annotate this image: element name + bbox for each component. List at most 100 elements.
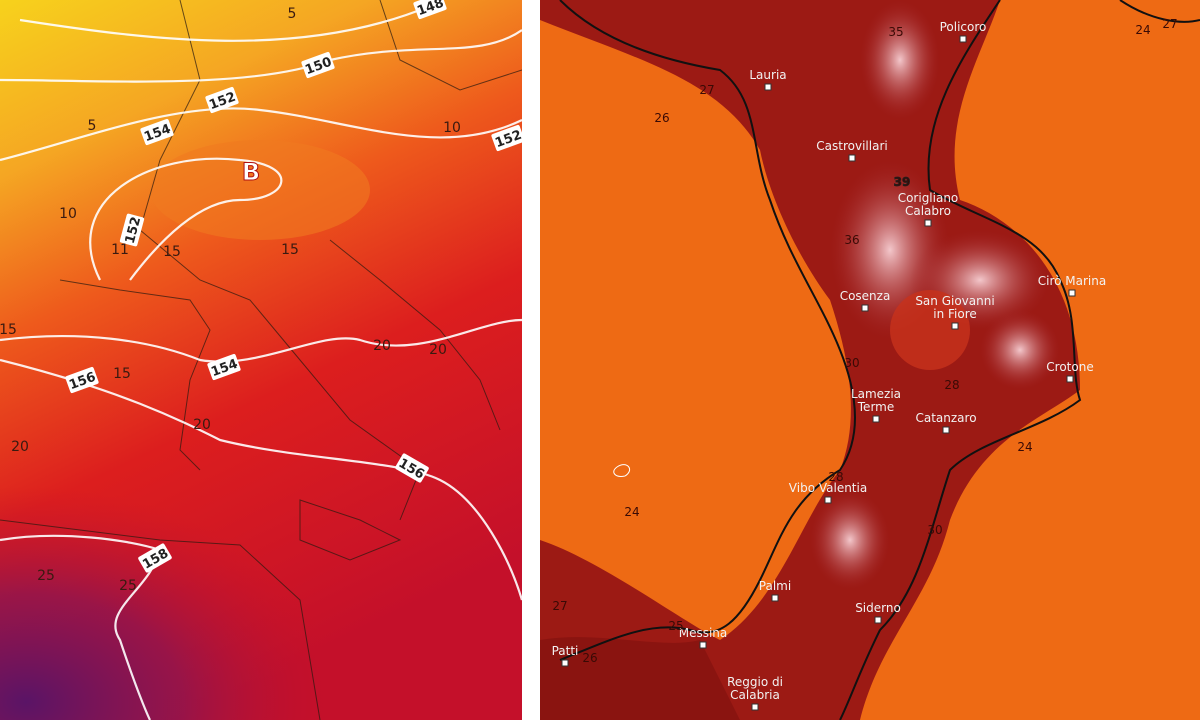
isotherm-label: 10: [443, 120, 461, 136]
city-marker: [699, 641, 707, 649]
city-label: Messina: [679, 626, 728, 640]
isotherm-label: 15: [163, 244, 181, 260]
city-label: Lauria: [749, 68, 786, 82]
isobar-label-box: [395, 453, 429, 483]
city-label-line: Policoro: [940, 20, 987, 34]
temperature-label: 30: [844, 356, 859, 370]
isobar-label-box: [65, 366, 99, 394]
temperature-label: 27: [552, 599, 567, 613]
city-marker: [848, 154, 856, 162]
city-label-line: Terme: [857, 400, 894, 414]
city-label: Palmi: [759, 579, 791, 593]
isotherm-label: 15: [281, 242, 299, 258]
city-label-line: Palmi: [759, 579, 791, 593]
city-label: Siderno: [855, 601, 901, 615]
city-label-line: Calabro: [905, 204, 951, 218]
isobar-label-box: [413, 0, 447, 20]
isotherm-label: 15: [0, 322, 17, 338]
city-label: Vibo Valentia: [789, 481, 867, 495]
isobar-label-box: [491, 124, 522, 152]
city-label-line: Lamezia: [851, 387, 901, 401]
city-label: Crotone: [1046, 360, 1093, 374]
city-marker: [872, 415, 880, 423]
city-label-line: Castrovillari: [816, 139, 887, 153]
city-label-line: Vibo Valentia: [789, 481, 867, 495]
isotherm-label: 11: [111, 242, 129, 258]
temperature-label: 28: [828, 470, 843, 484]
city-label: San Giovanni in Fiore: [915, 294, 994, 321]
isobar-label-box: [140, 118, 174, 146]
temperature-label: 35: [888, 25, 903, 39]
city-label-line: Calabria: [730, 688, 780, 702]
isotherm-label: 25: [37, 568, 55, 584]
city-label: Lamezia Terme: [851, 387, 901, 414]
city-label-line: San Giovanni: [915, 294, 994, 308]
city-label-line: Messina: [679, 626, 728, 640]
city-marker: [751, 703, 759, 711]
city-label-line: Corigliano: [898, 191, 959, 205]
isobar-label-box: [301, 51, 335, 79]
city-marker: [861, 304, 869, 312]
isotherm-label: 5: [288, 6, 297, 22]
temperature-label: 26: [654, 111, 669, 125]
isobar-label-box: [138, 543, 172, 573]
city-marker: [764, 83, 772, 91]
temperature-label: 26: [582, 651, 597, 665]
city-label: Cosenza: [840, 289, 891, 303]
city-label: Patti: [552, 644, 579, 658]
temperature-label: 27: [699, 83, 714, 97]
city-marker: [1068, 289, 1076, 297]
city-label: Cirò Marina: [1038, 274, 1106, 288]
city-marker: [874, 616, 882, 624]
isobar-label-box: [207, 353, 241, 381]
divider: [522, 0, 540, 720]
city-marker: [771, 594, 779, 602]
city-label-line: in Fiore: [933, 307, 977, 321]
isotherm-label: 5: [88, 118, 97, 134]
isotherm-label: 15: [113, 366, 131, 382]
city-label: Catanzaro: [915, 411, 976, 425]
pressure-center: B: [242, 158, 260, 186]
isotherm-label: 20: [373, 338, 391, 354]
city-label: Castrovillari: [816, 139, 887, 153]
city-label-line: Cirò Marina: [1038, 274, 1106, 288]
temperature-label: 36: [844, 233, 859, 247]
city-marker: [942, 426, 950, 434]
city-label-line: Catanzaro: [915, 411, 976, 425]
city-label-line: Lauria: [749, 68, 786, 82]
city-marker: [824, 496, 832, 504]
city-label-line: Siderno: [855, 601, 901, 615]
city-marker: [959, 35, 967, 43]
isotherm-label: 20: [429, 342, 447, 358]
temperature-label: 24: [1135, 23, 1150, 37]
city-marker: [924, 219, 932, 227]
city-marker: [561, 659, 569, 667]
city-label-line: Patti: [552, 644, 579, 658]
city-label: Policoro: [940, 20, 987, 34]
city-label: Corigliano Calabro: [898, 191, 959, 218]
temperature-label: 24: [624, 505, 639, 519]
isobar-label-box: [119, 213, 145, 247]
temperature-label: 28: [944, 378, 959, 392]
city-label-line: Crotone: [1046, 360, 1093, 374]
city-marker: [951, 322, 959, 330]
isotherm-label: 20: [193, 417, 211, 433]
isotherm-label: 25: [119, 578, 137, 594]
temperature-label: 25: [668, 619, 683, 633]
city-label-line: Reggio di: [727, 675, 783, 689]
isobar-label-text: 152: [123, 215, 145, 245]
isobar-label: 152: [119, 213, 144, 247]
isobar-label-box: [205, 86, 239, 114]
city-label: Reggio di Calabria: [727, 675, 783, 702]
temperature-label: 24: [1017, 440, 1032, 454]
city-label-line: Cosenza: [840, 289, 891, 303]
temperature-label: 27: [1162, 17, 1177, 31]
temperature-label: 30: [927, 523, 942, 537]
temperature-label: 39: [894, 175, 911, 189]
isotherm-label: 20: [11, 439, 29, 455]
isotherm-label: 10: [59, 206, 77, 222]
city-marker: [1066, 375, 1074, 383]
